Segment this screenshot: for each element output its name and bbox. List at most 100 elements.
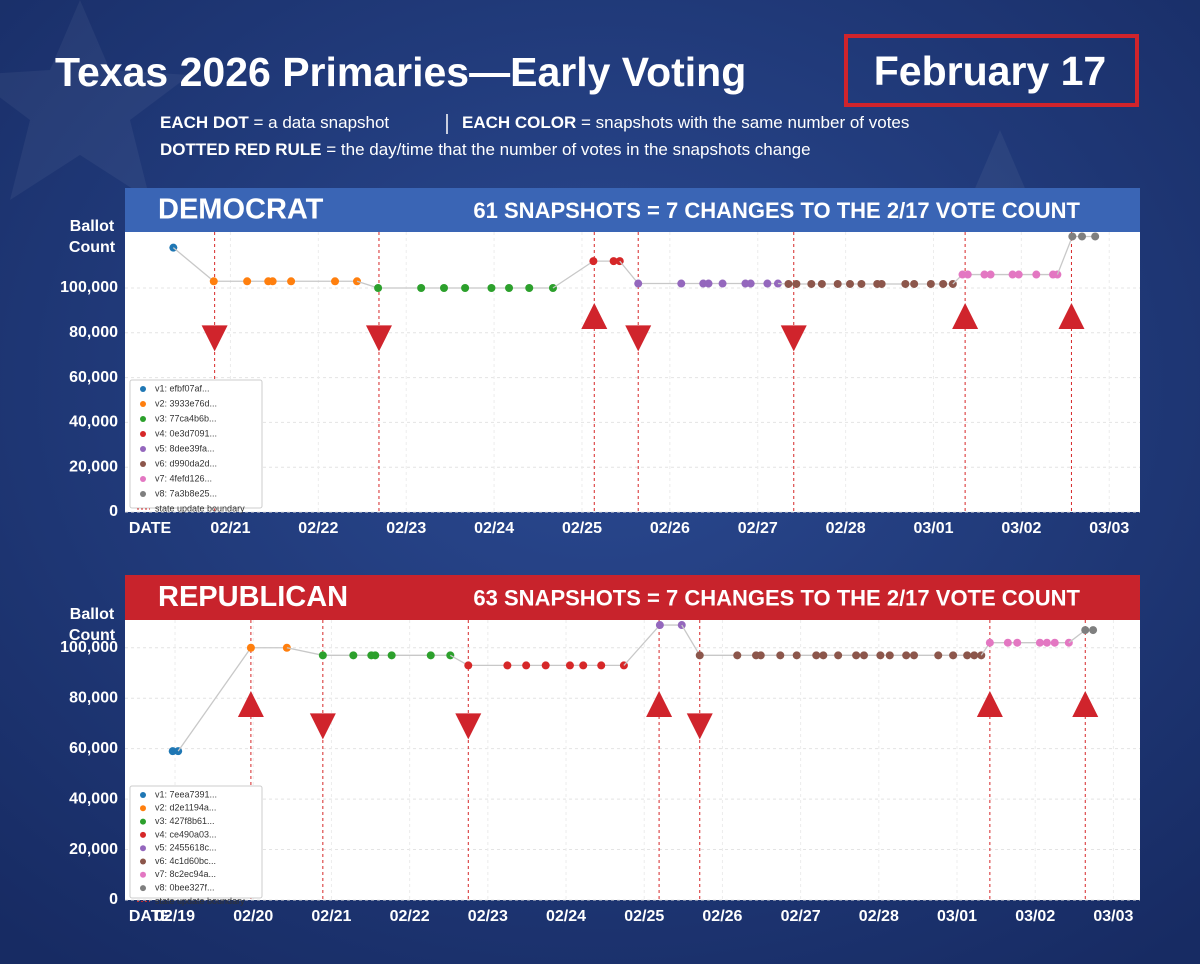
legend-label: v1: efbf07af...	[155, 383, 210, 393]
snapshot-dot	[426, 651, 435, 660]
x-tick-label: 02/27	[738, 520, 778, 537]
change-arrow	[1072, 691, 1099, 717]
y-tick-label: 20,000	[69, 841, 118, 858]
note: DOTTED RED RULE = the day/time that the …	[160, 140, 811, 159]
note-text: = the day/time that the number of votes …	[326, 140, 810, 159]
connector	[286, 647, 323, 656]
snapshot-dot	[609, 257, 618, 266]
note-text: = snapshots with the same number of vote…	[581, 113, 909, 132]
connector	[177, 647, 252, 752]
snapshot-dot	[846, 279, 854, 288]
change-arrow	[952, 303, 979, 329]
snapshot-dot	[980, 270, 989, 279]
snapshot-dot	[461, 284, 470, 292]
connector	[681, 624, 701, 656]
snapshot-dot	[926, 279, 935, 288]
snapshot-dot	[597, 661, 606, 670]
snapshot-dot	[243, 277, 252, 286]
legend-swatch	[140, 792, 146, 798]
snapshot-dot	[1091, 232, 1100, 241]
snapshot-dot	[877, 279, 886, 288]
x-tick-label: 02/24	[474, 520, 514, 537]
legend-label: v7: 4fefd126...	[155, 473, 212, 483]
x-tick-label: 03/03	[1089, 520, 1129, 537]
legend-label: v3: 427f8b61...	[155, 816, 215, 826]
banner	[125, 575, 1140, 620]
change-arrow	[1058, 303, 1085, 329]
change-arrow	[976, 691, 1003, 717]
legend-swatch	[140, 491, 146, 497]
y-axis-label: Count	[69, 627, 116, 644]
y-tick-label: 80,000	[69, 324, 118, 341]
snapshot-dot	[331, 277, 340, 286]
legend-swatch	[140, 401, 146, 407]
x-tick-label: 02/21	[311, 908, 351, 925]
snapshot-dot	[1032, 270, 1041, 279]
x-tick-label: 02/25	[562, 520, 602, 537]
snapshot-dot	[949, 651, 958, 660]
legend-swatch	[140, 805, 146, 812]
y-tick-label: 0	[109, 891, 118, 908]
legend-label: v6: d990da2d...	[155, 458, 217, 468]
y-tick-label: 60,000	[69, 369, 118, 386]
snapshot-dot	[440, 284, 448, 292]
x-tick-label: 03/01	[937, 908, 977, 925]
note: EACH COLOR = snapshots with the same num…	[462, 113, 909, 132]
snapshot-dot	[792, 651, 801, 660]
snapshot-dot	[1050, 638, 1059, 647]
plot-area	[125, 232, 1140, 512]
x-tick-label: 02/23	[468, 908, 508, 925]
snapshot-dot	[833, 279, 842, 288]
legend-label: v5: 8dee39fa...	[155, 443, 215, 453]
note-text: = a data snapshot	[254, 113, 390, 132]
y-tick-label: 0	[109, 503, 118, 520]
snapshot-dot	[859, 651, 868, 660]
x-tick-label: 03/02	[1001, 520, 1041, 537]
legend-label: v8: 0bee327f...	[155, 882, 215, 892]
snapshot-dot	[677, 279, 686, 288]
snapshot-dot	[1014, 270, 1023, 279]
note-key: DOTTED RED RULE	[160, 140, 322, 159]
note-key: EACH COLOR	[462, 113, 576, 132]
snapshot-dot	[417, 284, 426, 292]
x-tick-label: 03/02	[1015, 908, 1055, 925]
x-tick-label: 02/28	[859, 908, 899, 925]
change-arrow	[780, 325, 807, 352]
x-tick-label: 02/22	[390, 908, 430, 925]
snapshot-dot	[792, 279, 801, 288]
y-tick-label: 60,000	[69, 740, 118, 757]
x-tick-label: 02/26	[650, 520, 690, 537]
legend-swatch	[140, 461, 146, 467]
change-arrow	[201, 325, 228, 352]
change-arrow	[625, 325, 652, 352]
x-tick-label: 02/25	[624, 908, 664, 925]
legend-label: v1: 7eea7391...	[155, 789, 217, 799]
connector	[1056, 236, 1073, 275]
legend-label: v4: ce490a03...	[155, 829, 217, 839]
snapshot-dot	[525, 284, 534, 292]
banner	[125, 188, 1140, 232]
snapshot-dot	[807, 279, 816, 288]
change-arrow	[455, 713, 482, 740]
legend-label: v6: 4c1d60bc...	[155, 856, 216, 866]
snapshot-dot	[1089, 626, 1098, 635]
snapshot-dot	[910, 651, 919, 660]
x-axis-label: DATE	[129, 520, 172, 537]
y-tick-label: 100,000	[60, 639, 118, 656]
snapshot-dot	[834, 651, 843, 660]
snapshot-dot	[522, 661, 531, 670]
x-tick-label: 02/20	[233, 908, 273, 925]
y-tick-label: 100,000	[60, 279, 118, 296]
snapshot-dot	[371, 651, 380, 660]
snapshot-dot	[503, 661, 512, 670]
snapshot-dot	[902, 651, 911, 660]
legend-swatch	[140, 858, 146, 865]
snapshot-dot	[1008, 270, 1017, 279]
snapshot-dot	[812, 651, 821, 660]
snapshot-dot	[901, 279, 910, 288]
connector	[552, 260, 594, 289]
x-tick-label: 02/26	[702, 908, 742, 925]
snapshot-dot	[168, 747, 177, 756]
snapshot-dot	[487, 284, 496, 292]
change-arrow	[237, 691, 264, 717]
